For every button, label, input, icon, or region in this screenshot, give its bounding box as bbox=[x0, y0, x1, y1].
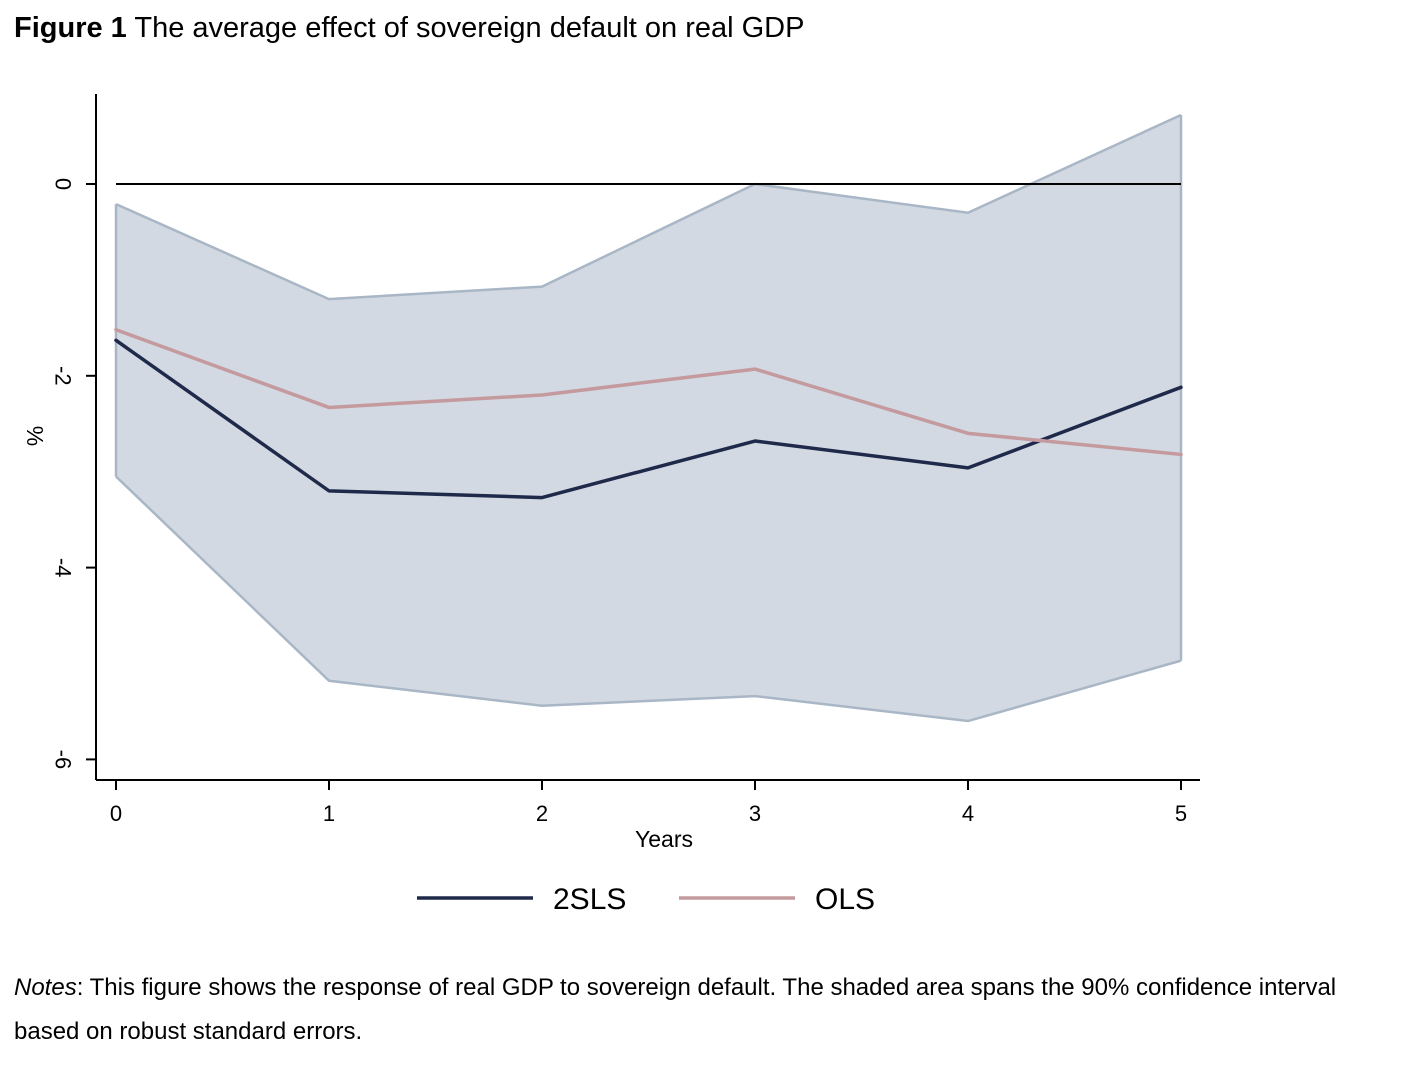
confidence-band-lower bbox=[115, 475, 1182, 723]
notes-text: : This figure shows the response of real… bbox=[14, 974, 1337, 1045]
series-line-2sls bbox=[114, 338, 1183, 500]
figure-title: Figure 1 The average effect of sovereign… bbox=[14, 12, 804, 45]
legend-label-ols: OLS bbox=[815, 883, 875, 916]
figure-label: Figure 1 bbox=[14, 12, 127, 44]
x-tick-label: 5 bbox=[1175, 801, 1187, 826]
confidence-band-upper bbox=[115, 113, 1182, 301]
x-tick-label: 4 bbox=[962, 801, 974, 826]
axes-layer: 0 1 2 3 4 5 0 -2 -4 -6 Years% bbox=[22, 94, 1200, 852]
confidence-band-area bbox=[116, 114, 1181, 722]
x-tick-label: 3 bbox=[749, 801, 761, 826]
y-tick-label: -4 bbox=[51, 558, 76, 578]
y-tick-label: -6 bbox=[51, 750, 76, 770]
figure-title-text: The average effect of sovereign default … bbox=[134, 12, 805, 44]
legend-layer: 2SLS OLS bbox=[417, 883, 875, 916]
x-axis-label: Years bbox=[635, 826, 693, 852]
legend-label-2sls: 2SLS bbox=[553, 883, 626, 916]
x-tick-label: 1 bbox=[323, 801, 335, 826]
x-tick-label: 2 bbox=[536, 801, 548, 826]
series-layer bbox=[114, 328, 1183, 500]
chart: 0 1 2 3 4 5 0 -2 -4 -6 Years% 2SLS OLS bbox=[22, 94, 1200, 916]
y-tick-label: 0 bbox=[51, 178, 76, 190]
y-axis-label: % bbox=[22, 426, 48, 446]
series-line-ols bbox=[114, 328, 1183, 457]
x-tick-label: 0 bbox=[110, 801, 122, 826]
y-tick-label: -2 bbox=[51, 366, 76, 386]
figure-notes: Notes: This figure shows the response of… bbox=[14, 966, 1399, 1054]
notes-label: Notes bbox=[14, 974, 77, 1001]
confidence-band-layer bbox=[114, 113, 1183, 723]
